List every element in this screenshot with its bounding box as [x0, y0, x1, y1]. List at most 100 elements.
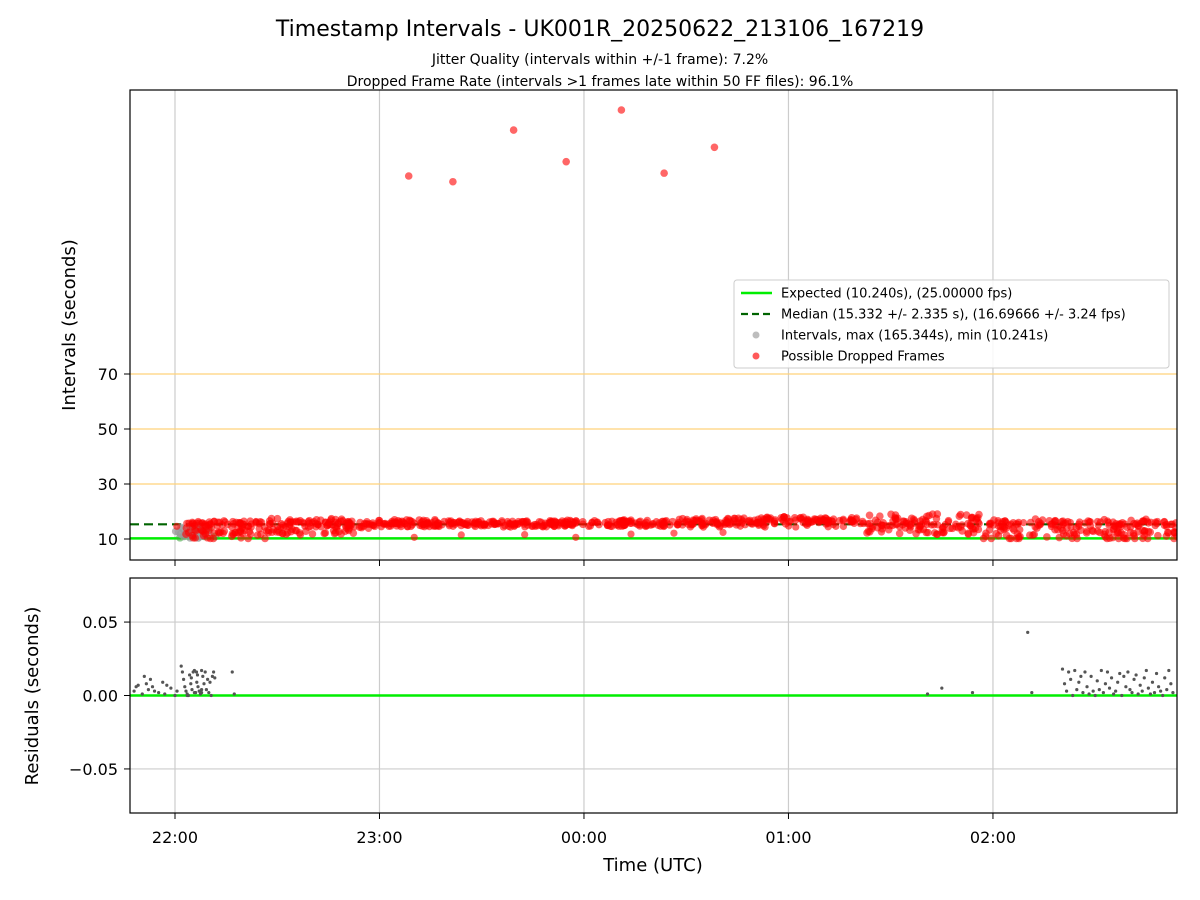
residual-point — [161, 680, 165, 684]
dropped-frame-point — [1075, 522, 1083, 530]
outlier-point — [562, 157, 570, 166]
dropped-frame-point — [835, 516, 844, 525]
residual-point — [1083, 670, 1087, 674]
residual-point — [1077, 680, 1081, 684]
dropped-frame-point — [1170, 529, 1177, 537]
residual-point — [206, 677, 210, 681]
dropped-frame-point — [661, 517, 669, 525]
residual-point — [970, 690, 975, 695]
dropped-frame-point — [291, 526, 300, 535]
legend-swatch — [752, 352, 760, 360]
residual-point — [157, 690, 161, 695]
dropped-frame-point — [244, 534, 252, 543]
dropped-frame-point — [333, 520, 342, 528]
residual-point — [146, 688, 151, 692]
residual-point — [189, 682, 193, 686]
residual-point — [1097, 688, 1101, 692]
bottom-x-tick-label: 01:00 — [765, 828, 811, 847]
residual-point — [180, 670, 184, 674]
dropped-frame-point — [321, 529, 330, 537]
dropped-frame-point — [209, 534, 218, 543]
residual-point — [1116, 680, 1120, 684]
legend: Expected (10.240s), (25.00000 fps) Median… — [733, 279, 1170, 369]
dropped-frame-point — [296, 531, 305, 539]
dropped-frame-point — [1070, 530, 1079, 539]
residual-point — [169, 686, 173, 690]
dropped-frame-point — [883, 522, 891, 530]
dropped-frame-point — [204, 526, 213, 535]
dropped-frame-point — [848, 518, 856, 526]
dropped-frame-point — [232, 518, 240, 526]
outlier-point — [660, 169, 668, 177]
dropped-frame-point — [213, 522, 221, 530]
residual-point — [1079, 674, 1083, 679]
top-series-layer — [130, 106, 1177, 543]
residual-point — [184, 689, 188, 693]
dropped-frame-point — [912, 529, 920, 538]
dropped-frame-point — [865, 511, 874, 520]
dropped-frame-point — [864, 520, 872, 528]
residual-point — [1163, 676, 1167, 680]
dropped-frame-point — [360, 522, 368, 531]
dropped-frame-point — [952, 520, 960, 528]
residual-point — [1152, 690, 1157, 695]
dropped-frame-point — [930, 529, 939, 537]
residual-point — [1095, 679, 1099, 683]
dropped-frame-point — [739, 517, 747, 525]
residual-point — [1128, 688, 1132, 692]
top-y-tick-label: 50 — [98, 420, 118, 439]
residual-point — [1169, 682, 1173, 686]
dropped-frame-point — [521, 531, 529, 539]
residual-point — [1099, 668, 1103, 673]
legend-swatch — [752, 331, 760, 339]
residual-point — [207, 690, 211, 695]
residual-point — [202, 682, 206, 686]
residual-point — [1161, 693, 1165, 698]
dropped-frame-point — [839, 522, 848, 531]
residual-point — [182, 677, 186, 681]
bottom-y-axis-label: Residuals (seconds) — [22, 607, 43, 786]
dropped-frame-point — [314, 521, 322, 529]
residual-point — [1087, 692, 1091, 696]
dropped-frame-point — [1172, 519, 1177, 527]
residual-point — [1140, 689, 1144, 693]
legend-item: Intervals, max (165.344s), min (10.241s) — [752, 329, 1048, 344]
dropped-frame-point — [932, 514, 941, 523]
dropped-frame-point — [1043, 533, 1051, 541]
legend-label: Median (15.332 +/- 2.335 s), (16.69666 +… — [781, 308, 1126, 323]
dropped-frame-point — [927, 521, 936, 529]
bottom-plot-area: −0.050.000.05 22:00 23:00 00:00 01:00 02:00 … — [22, 577, 1178, 876]
dropped-frame-point — [1126, 528, 1135, 537]
residual-point — [179, 664, 183, 668]
dropped-frame-point — [1081, 519, 1089, 527]
bottom-series-layer — [130, 630, 1177, 698]
residual-point — [152, 689, 157, 693]
dropped-frame-point — [220, 517, 228, 525]
dropped-frame-point — [521, 523, 529, 531]
residual-point — [940, 686, 944, 690]
dropped-frame-point — [410, 533, 418, 541]
dropped-frame-point — [895, 529, 904, 538]
residual-point — [1126, 670, 1130, 674]
chart-subtitle-jitter: Jitter Quality (intervals within +/-1 fr… — [431, 52, 768, 68]
residual-point — [183, 685, 187, 689]
bottom-x-tick-label: 00:00 — [561, 828, 607, 847]
dropped-frame-point — [569, 520, 577, 528]
dropped-frame-point — [975, 520, 983, 528]
dropped-frame-point — [792, 523, 800, 531]
dropped-frame-point — [1005, 534, 1014, 543]
residual-point — [1165, 688, 1169, 692]
dropped-frame-point — [1047, 522, 1056, 531]
dropped-frame-point — [505, 519, 513, 527]
dropped-frame-point — [967, 514, 976, 523]
dropped-frame-point — [907, 514, 916, 523]
dropped-frame-point — [964, 530, 973, 538]
residual-point — [1154, 671, 1159, 676]
dropped-frame-point — [547, 520, 555, 528]
dropped-frame-point — [457, 518, 465, 526]
legend-items: Expected (10.240s), (25.00000 fps) Median… — [741, 287, 1126, 365]
outlier-point — [710, 143, 719, 152]
top-y-axis-label: Intervals (seconds) — [59, 239, 80, 411]
